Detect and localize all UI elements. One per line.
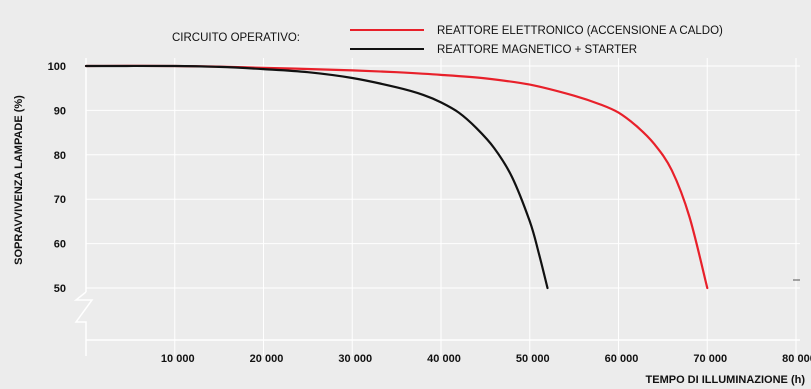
y-tick-label-5: 100 xyxy=(48,61,66,73)
y-axis-break xyxy=(73,291,94,356)
legend-label-magnetic: REATTORE MAGNETICO + STARTER xyxy=(437,44,637,56)
y-tick-label-1: 60 xyxy=(54,239,66,251)
y-tick-label-4: 90 xyxy=(54,105,66,117)
legend-title: CIRCUITO OPERATIVO: xyxy=(172,32,300,44)
series-line-electronic xyxy=(84,64,709,290)
y-tick-label-0: 50 xyxy=(54,283,66,295)
x-tick-label-1: 20 000 xyxy=(250,353,284,365)
x-tick-label-4: 50 000 xyxy=(516,353,550,365)
x-tick-label-3: 40 000 xyxy=(427,353,461,365)
x-axis-title: TEMPO DI ILLUMINAZIONE (h) xyxy=(646,374,806,386)
y-axis-title: SOPRAVVIVENZA LAMPADE (%) xyxy=(13,95,25,265)
axes: 50 60 70 80 90 100 10 000 20 000 30 000 40 000 50 … xyxy=(48,58,811,365)
legend-label-electronic: REATTORE ELETTRONICO (ACCENSIONE A CALDO… xyxy=(437,25,723,37)
series-line-magnetic xyxy=(84,64,549,290)
x-tick-label-2: 30 000 xyxy=(338,353,372,365)
x-tick-label-5: 60 000 xyxy=(605,353,639,365)
y-tick-label-3: 80 xyxy=(54,150,66,162)
x-tick-label-6: 70 000 xyxy=(693,353,727,365)
legend: CIRCUITO OPERATIVO: REATTORE ELETTRONICO… xyxy=(172,25,723,56)
x-tick-label-0: 10 000 xyxy=(161,353,195,365)
series-layer xyxy=(84,64,709,290)
x-tick-label-7: 80 000 xyxy=(782,353,811,365)
y-tick-label-2: 70 xyxy=(54,194,66,206)
